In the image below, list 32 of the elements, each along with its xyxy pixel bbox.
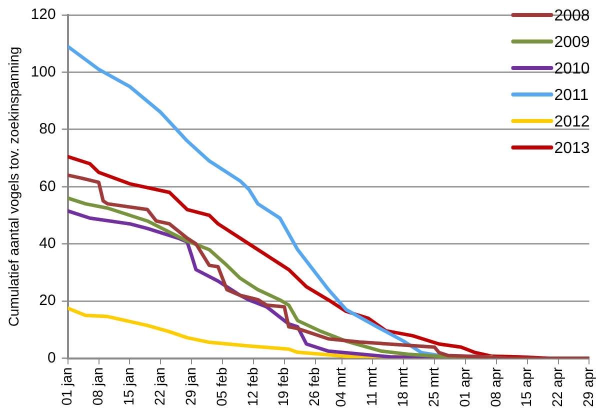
legend-label: 2010 [554, 60, 590, 78]
legend-label: 2013 [554, 140, 590, 157]
x-tick-label: 05 feb [213, 367, 230, 406]
x-tick-label: 18 mrt [394, 367, 410, 407]
y-tick-label: 0 [47, 349, 56, 366]
x-tick-label: 29 jan [182, 367, 198, 406]
x-tick-label: 26 feb [306, 367, 322, 406]
y-tick-label: 80 [39, 120, 56, 138]
x-tick-label: 19 feb [275, 367, 292, 406]
x-tick-label: 15 jan [120, 367, 137, 406]
x-tick-label: 08 apr [487, 366, 504, 408]
legend-label: 2012 [554, 113, 590, 130]
legend-label: 2008 [554, 7, 590, 24]
x-tick-label: 01 apr [456, 366, 472, 408]
y-tick-label: 60 [39, 178, 56, 195]
x-tick-label: 25 mrt [425, 367, 442, 407]
legend-label: 2009 [554, 34, 590, 51]
x-tick-label: 12 feb [244, 367, 260, 406]
y-tick-label: 20 [39, 292, 56, 310]
x-tick-label: 15 apr [518, 366, 534, 408]
legend-label: 2011 [554, 86, 589, 104]
x-tick-label: 22 apr [549, 366, 566, 408]
x-tick-label: 08 jan [90, 367, 106, 406]
y-axis-title: Cumulatief aantal vogels tov. zoekinspanning [5, 46, 22, 327]
y-tick-label: 100 [30, 63, 56, 80]
x-tick-label: 29 apr [580, 366, 596, 408]
x-tick-label: 04 mrt [332, 367, 349, 407]
x-tick-label: 22 jan [151, 367, 168, 406]
y-tick-label: 120 [30, 6, 56, 24]
x-tick-label: 01 jan [58, 367, 75, 406]
x-tick-label: 11 mrt [364, 367, 380, 406]
y-tick-label: 40 [39, 235, 56, 252]
